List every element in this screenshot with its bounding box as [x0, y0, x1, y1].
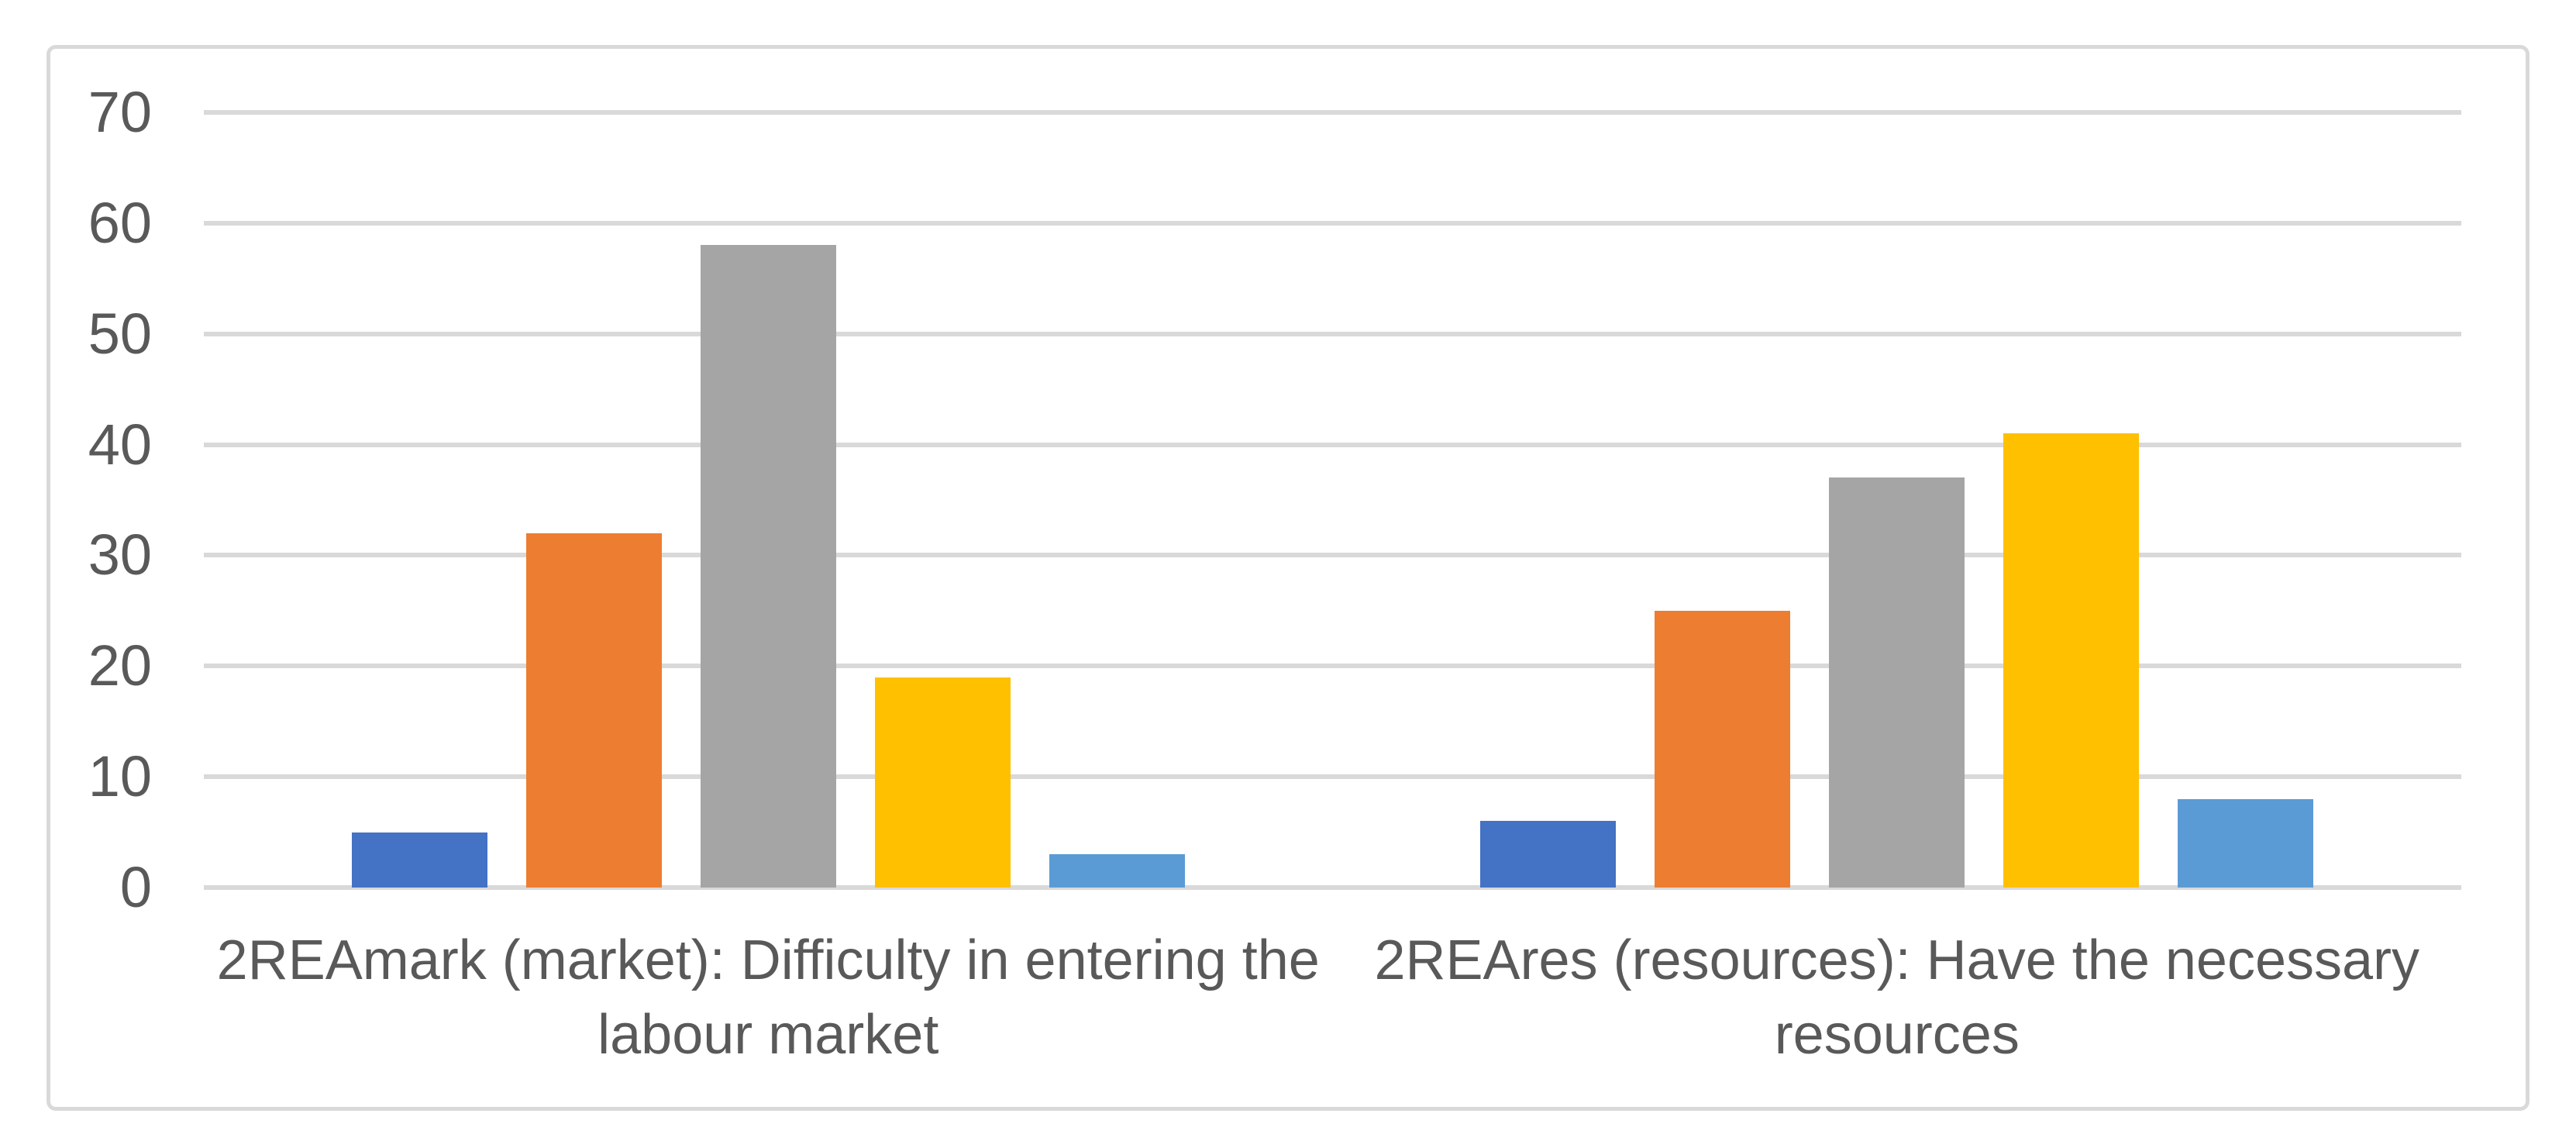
- gridline: [204, 774, 2461, 780]
- y-axis-tick-label: 10: [88, 744, 152, 809]
- y-axis-tick-label: 50: [88, 301, 152, 366]
- bar: [874, 677, 1011, 888]
- gridline: [204, 664, 2461, 669]
- gridline: [204, 110, 2461, 115]
- x-axis-category-label-line: 2REAmark (market): Difficulty in enterin…: [216, 929, 1320, 991]
- gridline: [204, 442, 2461, 447]
- gridline: [204, 220, 2461, 226]
- y-axis-tick-label: 60: [88, 190, 152, 255]
- bar: [1655, 610, 1791, 888]
- x-axis-category-label: 2REAmark (market): Difficulty in enterin…: [204, 923, 1333, 1072]
- x-axis-category-label: 2REAres (resources): Have the necessary r…: [1333, 923, 2462, 1072]
- gridline: [204, 553, 2461, 558]
- bar-group: [204, 112, 1333, 888]
- bar: [700, 245, 836, 888]
- bar: [351, 832, 487, 888]
- y-axis-tick-label: 20: [88, 633, 152, 698]
- x-axis-category-label-line: resources: [1774, 1004, 2020, 1066]
- y-axis-tick-label: 40: [88, 412, 152, 477]
- x-axis-category-label-line: 2REAres (resources): Have the necessary: [1374, 929, 2420, 991]
- bar: [2178, 798, 2314, 888]
- y-axis-tick-label: 70: [88, 80, 152, 144]
- bar: [525, 533, 662, 888]
- y-axis-tick-label: 0: [119, 855, 152, 919]
- bar: [1049, 854, 1185, 888]
- y-axis-tick-label: 30: [88, 522, 152, 588]
- gridline: [204, 331, 2461, 336]
- bar: [1480, 821, 1617, 888]
- bar-group: [1333, 112, 2462, 888]
- x-axis-category-label-line: labour market: [598, 1004, 939, 1066]
- bar: [2003, 433, 2140, 888]
- bar: [1829, 477, 1965, 888]
- x-axis-line: [204, 885, 2461, 890]
